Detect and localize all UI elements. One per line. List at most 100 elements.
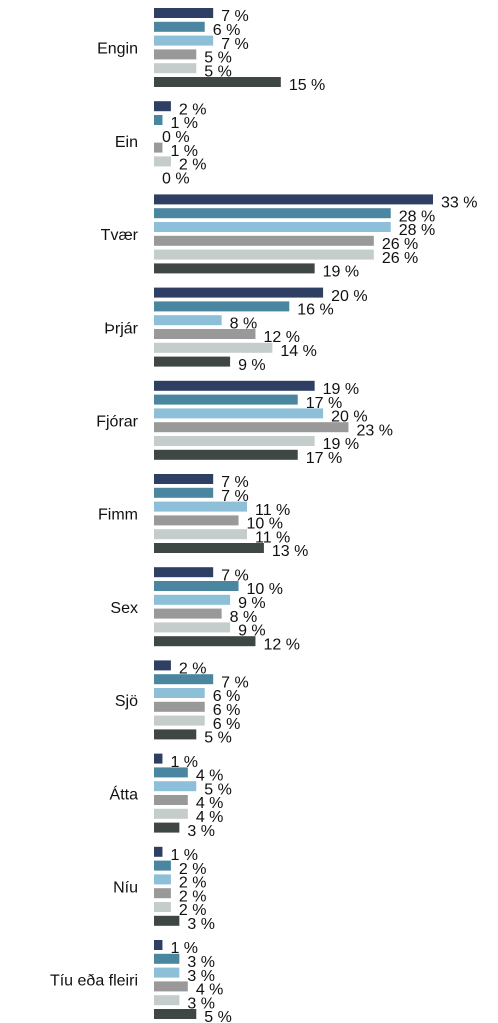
category-label: Níu [113, 880, 138, 897]
bar [154, 767, 188, 778]
bar [154, 35, 214, 46]
bar [154, 222, 391, 232]
value-label: 6 % [213, 22, 241, 39]
value-label: 17 % [306, 395, 342, 412]
bar [154, 329, 256, 339]
bar [154, 915, 180, 926]
value-label: 0 % [162, 129, 190, 146]
bar [154, 543, 264, 553]
value-label: 19 % [323, 264, 359, 281]
value-label: 1 % [170, 143, 198, 160]
bar [154, 49, 197, 60]
bar [154, 487, 214, 498]
bar [154, 995, 180, 1006]
value-label: 3 % [187, 823, 215, 840]
value-label: 6 % [213, 716, 241, 733]
value-label: 4 % [196, 809, 224, 826]
bar [154, 1009, 197, 1019]
bar [154, 822, 180, 833]
bar [154, 594, 231, 605]
category-label: Fjórar [96, 414, 138, 431]
bar [154, 356, 231, 367]
bar [154, 674, 214, 685]
value-label: 3 % [187, 995, 215, 1012]
value-label: 1 % [170, 115, 198, 132]
value-label: 17 % [306, 450, 342, 467]
bar [154, 156, 171, 167]
bar [154, 301, 290, 312]
bar [154, 235, 374, 246]
value-label: 8 % [230, 609, 258, 626]
bar [154, 940, 163, 950]
value-label: 11 % [255, 502, 290, 519]
value-label: 7 % [221, 8, 249, 25]
value-label: 13 % [272, 543, 308, 560]
bar [154, 142, 163, 153]
bar [154, 581, 239, 591]
value-label: 5 % [204, 1009, 232, 1023]
bar [154, 287, 324, 298]
bar [154, 846, 163, 857]
bar [154, 208, 391, 219]
bar [154, 953, 180, 964]
value-label: 4 % [196, 795, 224, 812]
value-label: 4 % [196, 768, 224, 785]
bar [154, 77, 281, 87]
bar [154, 567, 214, 578]
category-label: Þrjár [104, 320, 138, 337]
bar [154, 688, 205, 698]
value-label: 20 % [331, 288, 367, 305]
bar [154, 874, 171, 885]
value-label: 9 % [238, 595, 266, 612]
value-label: 26 % [382, 250, 418, 267]
value-label: 20 % [331, 409, 367, 426]
bar [154, 394, 298, 405]
value-label: 2 % [179, 101, 207, 118]
bar [154, 781, 197, 792]
category-label: Ein [115, 134, 138, 151]
bar [154, 342, 273, 353]
bar [154, 715, 205, 726]
bar [154, 608, 222, 619]
value-label: 28 % [399, 208, 435, 225]
category-label: Sjö [115, 693, 138, 710]
value-label: 33 % [441, 195, 477, 212]
bar [154, 501, 247, 512]
value-label: 4 % [196, 982, 224, 999]
value-label: 14 % [280, 343, 316, 360]
value-label: 5 % [204, 781, 232, 798]
bar [154, 701, 205, 712]
value-label: 7 % [221, 674, 249, 691]
value-label: 9 % [238, 357, 266, 374]
value-label: 15 % [289, 77, 325, 94]
bar [154, 795, 188, 805]
bar [154, 888, 171, 899]
bar [154, 436, 315, 446]
value-label: 1 % [170, 940, 198, 957]
bar [154, 474, 214, 484]
value-label: 0 % [162, 170, 190, 187]
bar [154, 263, 315, 274]
value-label: 2 % [179, 661, 207, 678]
bar [154, 660, 171, 671]
value-label: 1 % [170, 754, 198, 771]
value-label: 7 % [221, 474, 249, 491]
bar [154, 515, 239, 526]
bar [154, 101, 171, 112]
value-label: 12 % [263, 636, 299, 653]
value-label: 3 % [187, 968, 215, 985]
category-label: Fimm [98, 507, 138, 524]
category-label: Tvær [101, 227, 139, 244]
bar [154, 808, 188, 819]
category-label: Engin [97, 41, 138, 58]
value-label: 12 % [263, 329, 299, 346]
value-label: 6 % [213, 688, 241, 705]
bar [154, 422, 349, 433]
bar [154, 115, 163, 125]
category-label: Átta [110, 784, 139, 803]
value-label: 2 % [179, 902, 207, 919]
bar [154, 315, 222, 326]
bar [154, 449, 298, 460]
category-label: Sex [110, 600, 138, 617]
